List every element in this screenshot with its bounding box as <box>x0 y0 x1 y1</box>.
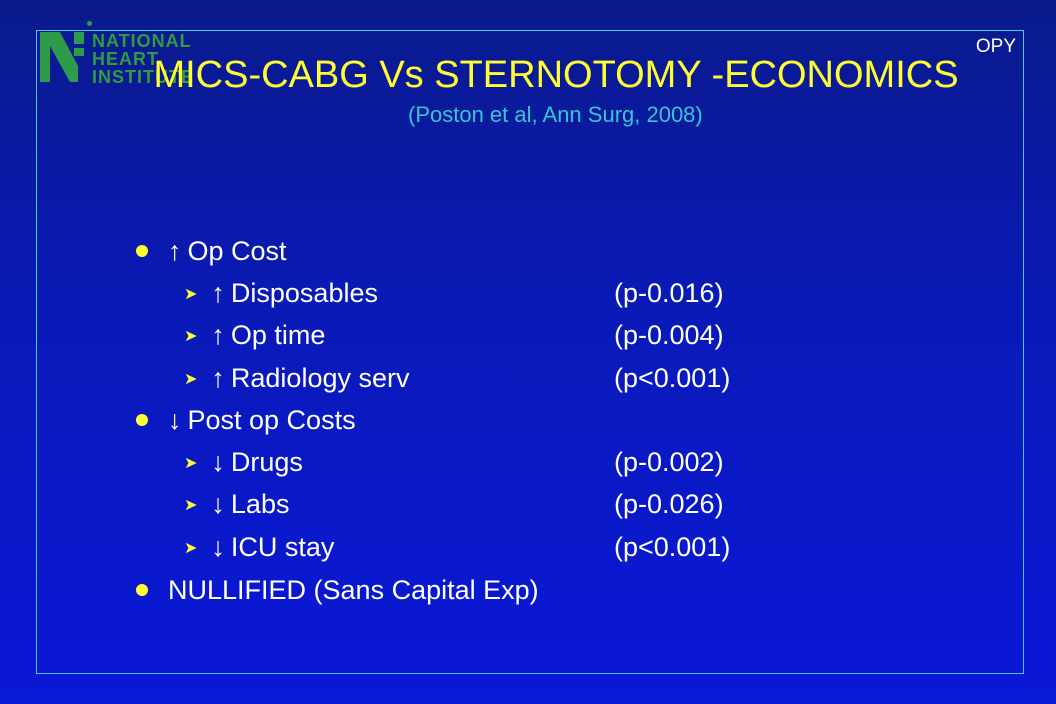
slide-title-text: MICS-CABG Vs STERNOTOMY -ECONOMICS <box>153 54 959 96</box>
p-value: (p<0.001) <box>614 363 731 393</box>
chevron-right-icon: ➤ <box>184 286 198 303</box>
chevron-right-icon: ➤ <box>184 540 198 557</box>
logo-line-heart: HEART <box>92 49 159 69</box>
up-arrow-icon: ↑ <box>211 278 225 308</box>
sub-bullet-disposables: ➤ ↑ Disposables <box>184 277 378 314</box>
sub-bullet-text: Op time <box>230 320 326 350</box>
slide-border <box>36 30 1024 674</box>
p-value: (p-0.004) <box>614 320 724 350</box>
sub-bullet-text: Labs <box>230 489 290 519</box>
corner-label: OPY <box>975 36 1016 57</box>
sub-bullet-text: Disposables <box>230 278 378 308</box>
sub-bullet-icu-stay: ➤ ↓ ICU stay <box>184 531 334 568</box>
sub-bullet-radiology: ➤ ↑ Radiology serv <box>184 362 410 399</box>
national-heart-institute-logo: NATIONAL HEART INSTITUTE <box>38 18 193 86</box>
up-arrow-icon: ↑ <box>168 236 182 266</box>
bullet-op-cost: ↑ Op Cost <box>136 235 287 267</box>
p-value: (p-0.026) <box>614 489 724 519</box>
logo-line-national: NATIONAL <box>92 31 192 51</box>
up-arrow-icon: ↑ <box>211 363 225 393</box>
sub-bullet-text: Radiology serv <box>230 363 410 393</box>
down-arrow-icon: ↓ <box>168 405 182 435</box>
slide-title: MICS-CABG Vs STERNOTOMY -ECONOMICS <box>0 54 1056 97</box>
p-value: (p-0.016) <box>614 278 724 308</box>
down-arrow-icon: ↓ <box>211 532 225 562</box>
sub-bullet-labs: ➤ ↓ Labs <box>184 488 289 525</box>
up-arrow-icon: ↑ <box>211 320 225 350</box>
chevron-right-icon: ➤ <box>184 497 198 514</box>
sub-bullet-drugs: ➤ ↓ Drugs <box>184 446 303 483</box>
bullet-text: NULLIFIED (Sans Capital Exp) <box>168 575 539 605</box>
bullet-post-op-costs: ↓ Post op Costs <box>136 404 356 436</box>
bullet-text: Post op Costs <box>187 405 356 435</box>
chevron-right-icon: ➤ <box>184 455 198 472</box>
slide-subtitle: (Poston et al, Ann Surg, 2008) <box>408 102 703 127</box>
bullet-dot-icon <box>136 583 148 596</box>
logo-dot-icon <box>87 21 92 26</box>
logo-line-institute: INSTITUTE <box>92 67 194 87</box>
p-value: (p-0.002) <box>614 447 724 477</box>
chevron-right-icon: ➤ <box>184 371 198 388</box>
down-arrow-icon: ↓ <box>211 489 225 519</box>
sub-bullet-op-time: ➤ ↑ Op time <box>184 319 325 356</box>
bullet-dot-icon <box>136 413 148 426</box>
sub-bullet-text: ICU stay <box>230 532 335 562</box>
bullet-dot-icon <box>136 244 148 257</box>
bullet-nullified: NULLIFIED (Sans Capital Exp) <box>136 574 539 606</box>
sub-bullet-text: Drugs <box>230 447 303 477</box>
bullet-text: Op Cost <box>187 236 287 266</box>
p-value: (p<0.001) <box>614 532 731 562</box>
chevron-right-icon: ➤ <box>184 328 198 345</box>
nhi-logo-icon <box>40 32 84 82</box>
down-arrow-icon: ↓ <box>211 447 225 477</box>
